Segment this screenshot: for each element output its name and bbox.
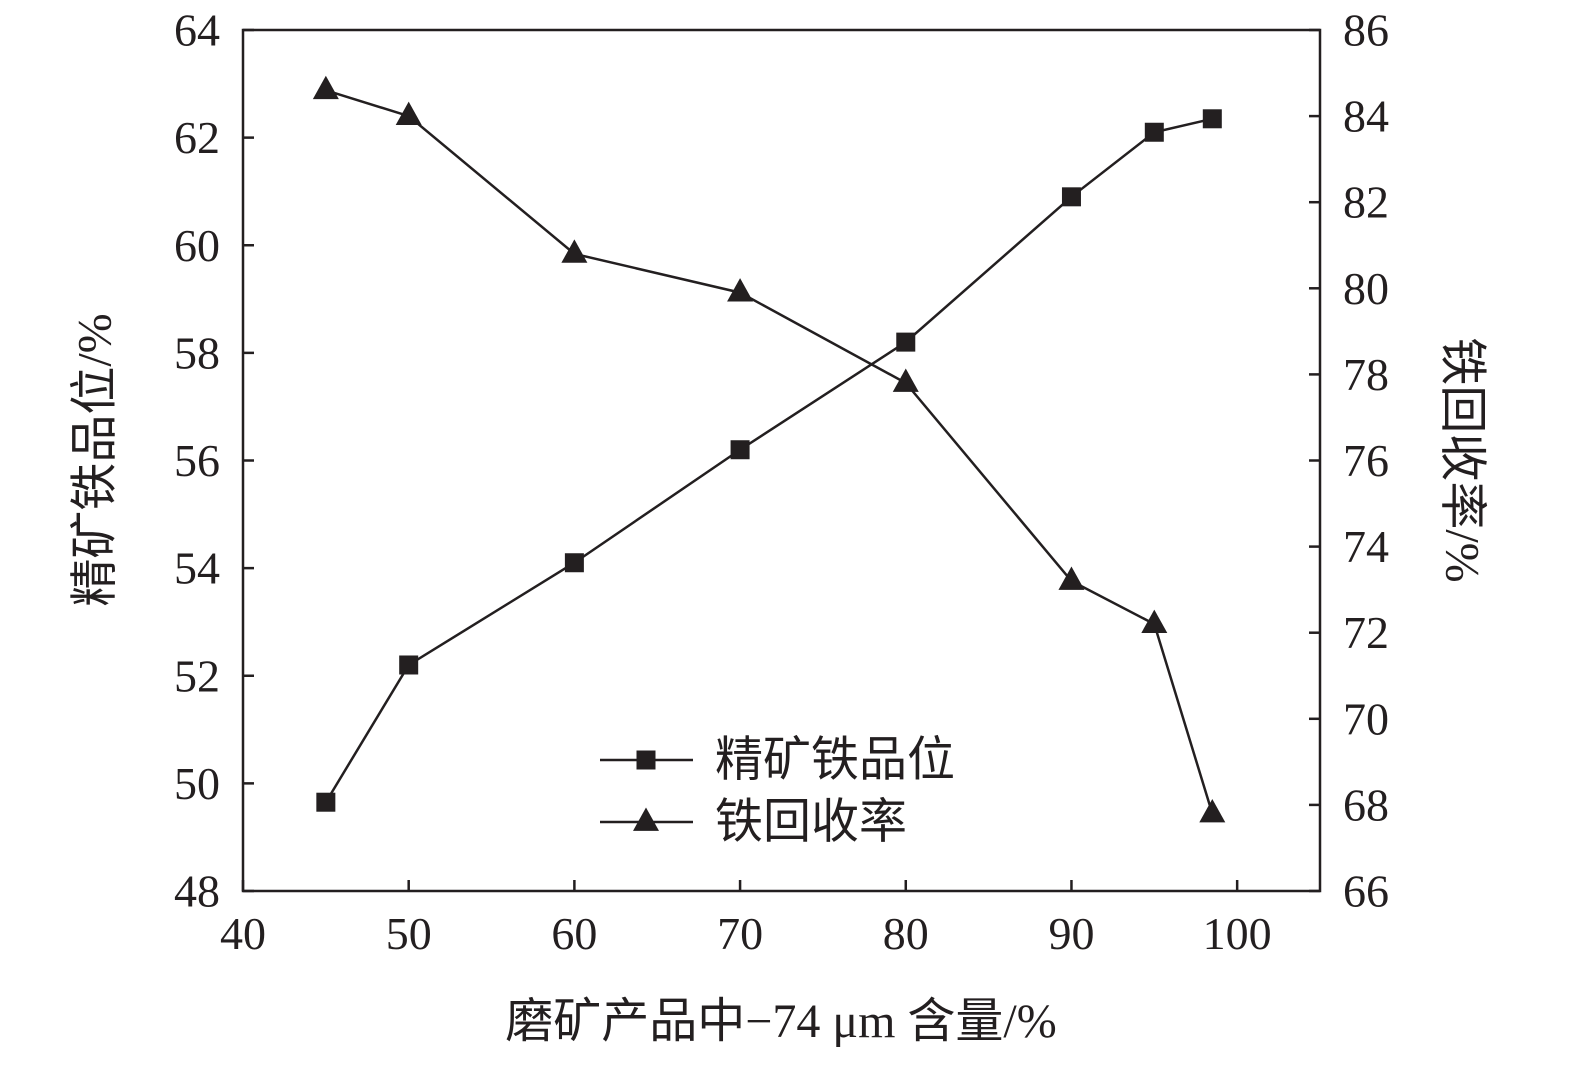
x-tick-label: 40 (220, 908, 266, 959)
data-point-recovery (1141, 609, 1168, 633)
series-line-recovery (325, 89, 1214, 814)
x-tick-label: 90 (1048, 908, 1094, 959)
data-point-grade (316, 792, 336, 812)
y-right-tick-label: 76 (1343, 435, 1389, 486)
data-point-recovery (395, 101, 422, 125)
series-line-grade (324, 117, 1213, 803)
legend-marker-grade (636, 750, 656, 770)
data-point-grade (1061, 187, 1081, 207)
y-left-tick-label: 48 (174, 866, 220, 917)
data-point-recovery (561, 239, 588, 263)
data-point-recovery (1058, 566, 1085, 590)
data-point-recovery (727, 278, 754, 302)
y-right-tick-label: 84 (1343, 91, 1389, 142)
legend-marker-recovery (633, 807, 659, 831)
x-tick-label: 60 (551, 908, 597, 959)
y-right-tick-label: 72 (1343, 607, 1389, 658)
legend-label-grade: 精矿铁品位 (715, 734, 955, 787)
y-left-tick-label: 52 (174, 650, 220, 701)
axis-ticks: 40 50 60 70 80 90 100 48 50 52 54 56 58 60 62 64 66 68 70 7… (174, 5, 1389, 960)
data-point-recovery (312, 75, 339, 100)
data-point-grade (564, 553, 584, 573)
data-point-grade (399, 655, 419, 675)
data-point-grade (1202, 109, 1222, 129)
y-left-tick-label: 54 (174, 543, 220, 594)
y-right-tick-label: 68 (1343, 779, 1389, 830)
x-tick-label: 100 (1203, 908, 1272, 959)
y-right-tick-label: 78 (1343, 349, 1389, 400)
y-left-tick-label: 58 (174, 327, 220, 378)
y-left-tick-label: 64 (174, 5, 220, 56)
y-right-tick-label: 86 (1343, 5, 1389, 56)
series-layer (312, 75, 1226, 823)
y-right-tick-label: 82 (1343, 177, 1389, 228)
data-point-grade (1144, 122, 1164, 142)
y-left-tick-label: 56 (174, 435, 220, 486)
y-left-tick-label: 60 (174, 220, 220, 271)
x-tick-label: 80 (883, 908, 929, 959)
x-tick-label: 50 (386, 908, 432, 959)
data-point-grade (896, 332, 916, 352)
y-axis-right-title: 铁回收率/% (1436, 337, 1489, 582)
legend-label-recovery: 铁回收率 (715, 796, 907, 849)
x-tick-label: 70 (717, 908, 763, 959)
y-left-tick-label: 62 (174, 112, 220, 163)
data-point-recovery (1199, 799, 1226, 823)
y-right-tick-label: 80 (1343, 263, 1389, 314)
y-right-tick-label: 66 (1343, 866, 1389, 917)
y-left-tick-label: 50 (174, 758, 220, 809)
data-point-grade (730, 440, 750, 460)
y-right-tick-label: 74 (1343, 521, 1389, 572)
y-right-tick-label: 70 (1343, 693, 1389, 744)
data-point-recovery (892, 368, 919, 392)
y-axis-left-title: 精矿铁品位/% (69, 313, 122, 606)
x-axis-title: 磨矿产品中−74 μm 含量/% (505, 995, 1056, 1048)
